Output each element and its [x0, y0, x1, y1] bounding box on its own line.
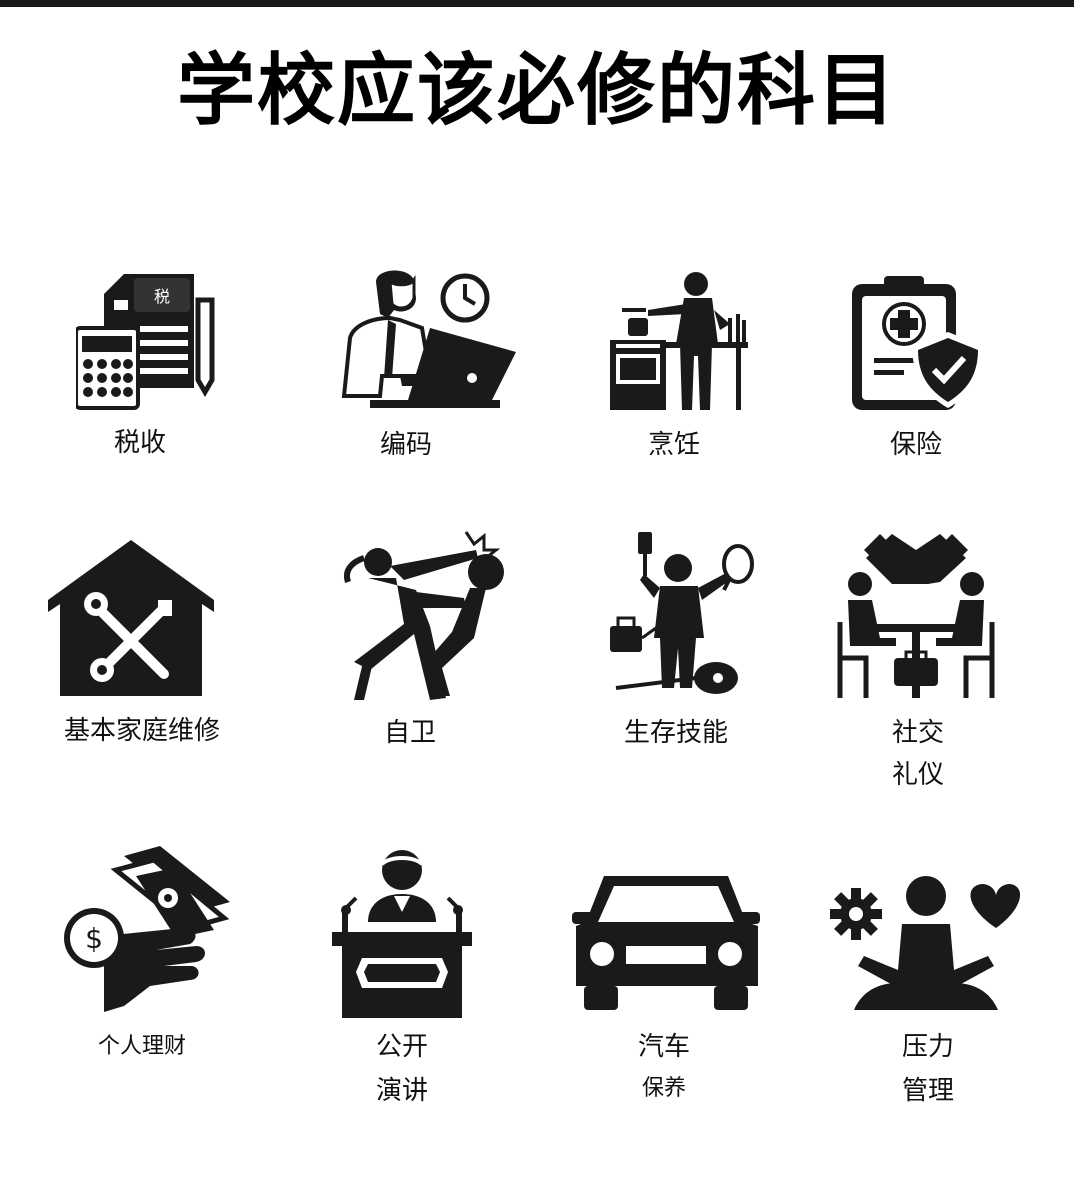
subject-label-speaking-line2: 演讲	[375, 1076, 428, 1106]
house-tools-icon	[46, 538, 216, 698]
tax-document-icon: 税	[76, 270, 216, 410]
svg-text:$: $	[85, 922, 103, 955]
person-laptop-icon	[330, 268, 520, 410]
subject-label-social-line1: 社交	[891, 718, 944, 748]
subject-label-car-line1: 汽车	[637, 1032, 690, 1062]
subject-label-car-line2: 保养	[641, 1076, 686, 1101]
money-hand-icon: $	[64, 846, 234, 1016]
self-defense-icon	[334, 528, 514, 704]
subject-label-finance: 个人理财	[97, 1034, 186, 1059]
tax-badge-label: 税	[154, 287, 170, 306]
multi-skill-person-icon	[606, 528, 762, 698]
subject-label-stress-line2: 管理	[901, 1076, 954, 1106]
subject-label-survival: 生存技能	[623, 718, 728, 748]
subject-label-insurance: 保险	[889, 430, 942, 460]
subject-label-speaking-line1: 公开	[375, 1032, 428, 1062]
top-border	[0, 0, 1074, 7]
subject-label-stress-line1: 压力	[901, 1032, 954, 1062]
page-title: 学校应该必修的科目	[176, 46, 897, 136]
speaker-podium-icon	[328, 838, 476, 1022]
subject-label-home-repair: 基本家庭维修	[63, 716, 220, 746]
chef-cooking-icon	[608, 270, 750, 412]
car-front-icon	[568, 866, 764, 1012]
subject-label-coding: 编码	[379, 430, 432, 460]
meditation-icon	[826, 870, 1026, 1018]
subject-label-tax: 税收	[113, 428, 166, 458]
clipboard-shield-icon	[848, 270, 988, 412]
handshake-meeting-icon	[836, 528, 996, 700]
subject-label-social-line2: 礼仪	[891, 760, 944, 790]
subject-label-self-defense: 自卫	[383, 718, 436, 748]
subject-label-cooking: 烹饪	[647, 430, 700, 460]
